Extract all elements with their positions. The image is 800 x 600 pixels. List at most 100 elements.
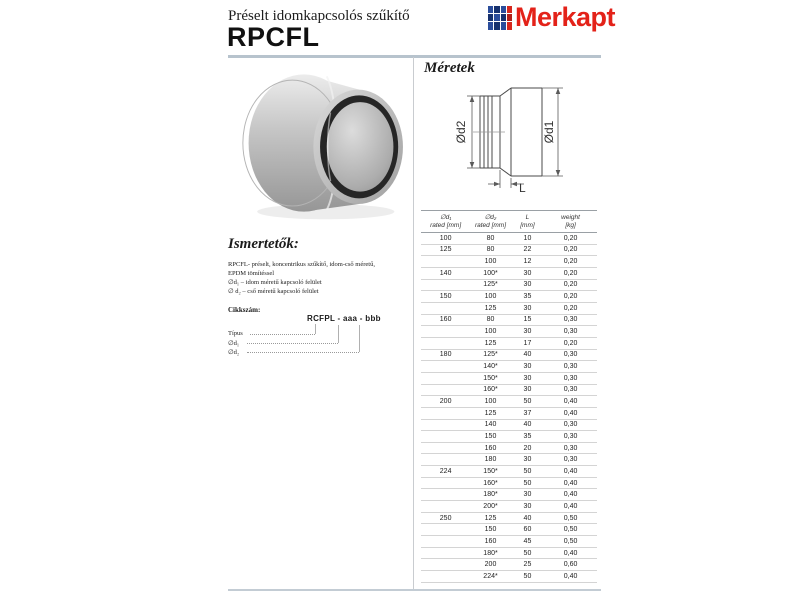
table-row: 224 150* 50 0,40 [421, 466, 597, 478]
connector-line [338, 325, 339, 343]
size-table: ∅d₁ rated [mm] ∅d₂ rated [mm] L [mm] weight [kg… [421, 210, 597, 583]
table-cell: 150 [484, 432, 497, 440]
table-cell: 180* [483, 549, 498, 557]
table-cell: 125 [439, 246, 452, 254]
table-cell: 30 [523, 456, 532, 464]
table-cell: 150* [483, 374, 498, 382]
header-divider [228, 55, 601, 58]
table-cell: 0,20 [563, 269, 578, 277]
table-row: 180 30 0,30 [421, 454, 597, 467]
table-cell: 0,40 [563, 502, 578, 510]
table-cell: 30 [523, 374, 532, 382]
table-row: 150 100 35 0,20 [421, 291, 597, 303]
table-row: 140* 30 0,30 [421, 361, 597, 373]
table-cell: 15 [523, 316, 532, 324]
table-cell: 12 [523, 258, 532, 266]
table-cell: 20 [523, 444, 532, 452]
table-row: 125 80 22 0,20 [421, 245, 597, 257]
table-cell: 100* [483, 269, 498, 277]
table-cell: 125 [484, 339, 497, 347]
table-cell: 30 [523, 281, 532, 289]
description-line: RPCFL- préselt, koncentrikus szűkítő, id… [228, 261, 375, 268]
diagram-d1-label: Ød1 [542, 120, 556, 143]
table-row: 200 100 50 0,40 [421, 396, 597, 408]
table-cell: 125 [484, 409, 497, 417]
table-cell: 200* [483, 502, 498, 510]
description-line: EPDM tömítéssel [228, 270, 275, 277]
table-cell: 0,20 [563, 304, 578, 312]
table-row: 160 80 15 0,30 [421, 315, 597, 327]
legend-tipus-label: Típus [228, 330, 243, 337]
table-cell: 0,30 [563, 386, 578, 394]
table-cell: 40 [523, 351, 532, 359]
table-cell: 160* [483, 386, 498, 394]
table-cell: 0,40 [563, 479, 578, 487]
table-cell: 80 [486, 234, 495, 242]
table-cell: 50 [523, 467, 532, 475]
brand-logo: Merkapt [488, 4, 616, 31]
table-cell: 45 [523, 537, 532, 545]
table-cell: 125 [484, 304, 497, 312]
table-cell: 0,20 [563, 339, 578, 347]
table-cell: 80 [486, 246, 495, 254]
table-row: 160 20 0,30 [421, 443, 597, 455]
table-row: 200 25 0,60 [421, 559, 597, 572]
table-cell: 0,50 [563, 526, 578, 534]
table-cell: 0,50 [563, 537, 578, 545]
table-cell: 180* [483, 491, 498, 499]
diagram-l-label: L [519, 181, 526, 195]
table-cell: 0,30 [563, 432, 578, 440]
table-cell: 30 [523, 328, 532, 336]
table-cell: 60 [523, 526, 532, 534]
table-cell: 22 [523, 246, 532, 254]
table-row: 100 12 0,20 [421, 256, 597, 268]
table-cell: 100 [484, 293, 497, 301]
table-cell: 25 [523, 561, 532, 569]
product-photo [235, 63, 407, 225]
table-cell: 125 [484, 514, 497, 522]
table-cell: 100 [484, 328, 497, 336]
product-subtitle: Préselt idomkapcsolós szűkítő [228, 8, 410, 24]
table-cell: 200 [439, 398, 452, 406]
table-cell: 0,30 [563, 444, 578, 452]
table-cell: 100 [484, 258, 497, 266]
product-description: RPCFL- préselt, koncentrikus szűkítő, id… [228, 260, 375, 296]
table-cell: 40 [523, 514, 532, 522]
table-cell: 0,20 [563, 258, 578, 266]
table-cell: 80 [486, 316, 495, 324]
table-row: 100 30 0,30 [421, 326, 597, 338]
connector-line [250, 334, 315, 335]
table-cell: 17 [523, 339, 532, 347]
section-heading-meretek: Méretek [424, 60, 475, 76]
table-cell: 0,50 [563, 514, 578, 522]
table-cell: 35 [523, 293, 532, 301]
table-row: 125 17 0,20 [421, 338, 597, 350]
panel-divider [413, 57, 414, 589]
connector-line [315, 324, 316, 334]
section-heading-ismertetok: Ismertetők: [228, 236, 299, 252]
table-cell: 0,30 [563, 421, 578, 429]
dimension-diagram: Ød2 Ød1 L [454, 87, 563, 195]
table-cell: 125* [483, 281, 498, 289]
table-cell: 125* [483, 351, 498, 359]
table-cell: 30 [523, 269, 532, 277]
table-row: 180 125* 40 0,30 [421, 350, 597, 362]
table-cell: 160 [439, 316, 452, 324]
merkapt-logo-icon [488, 5, 512, 30]
description-line: ∅ d₂ – cső méretű kapcsoló felület [228, 288, 319, 295]
table-cell: 0,40 [563, 467, 578, 475]
table-cell: 160 [484, 444, 497, 452]
table-cell: 0,20 [563, 234, 578, 242]
table-row: 125 30 0,20 [421, 303, 597, 315]
column-header: weight [kg] [561, 214, 580, 229]
table-cell: 140 [484, 421, 497, 429]
table-cell: 150 [484, 526, 497, 534]
table-cell: 0,30 [563, 328, 578, 336]
table-cell: 100 [484, 398, 497, 406]
table-row: 160* 30 0,30 [421, 385, 597, 397]
table-cell: 150 [439, 293, 452, 301]
table-cell: 50 [523, 572, 532, 580]
table-cell: 0,60 [563, 561, 578, 569]
table-cell: 150* [483, 467, 498, 475]
